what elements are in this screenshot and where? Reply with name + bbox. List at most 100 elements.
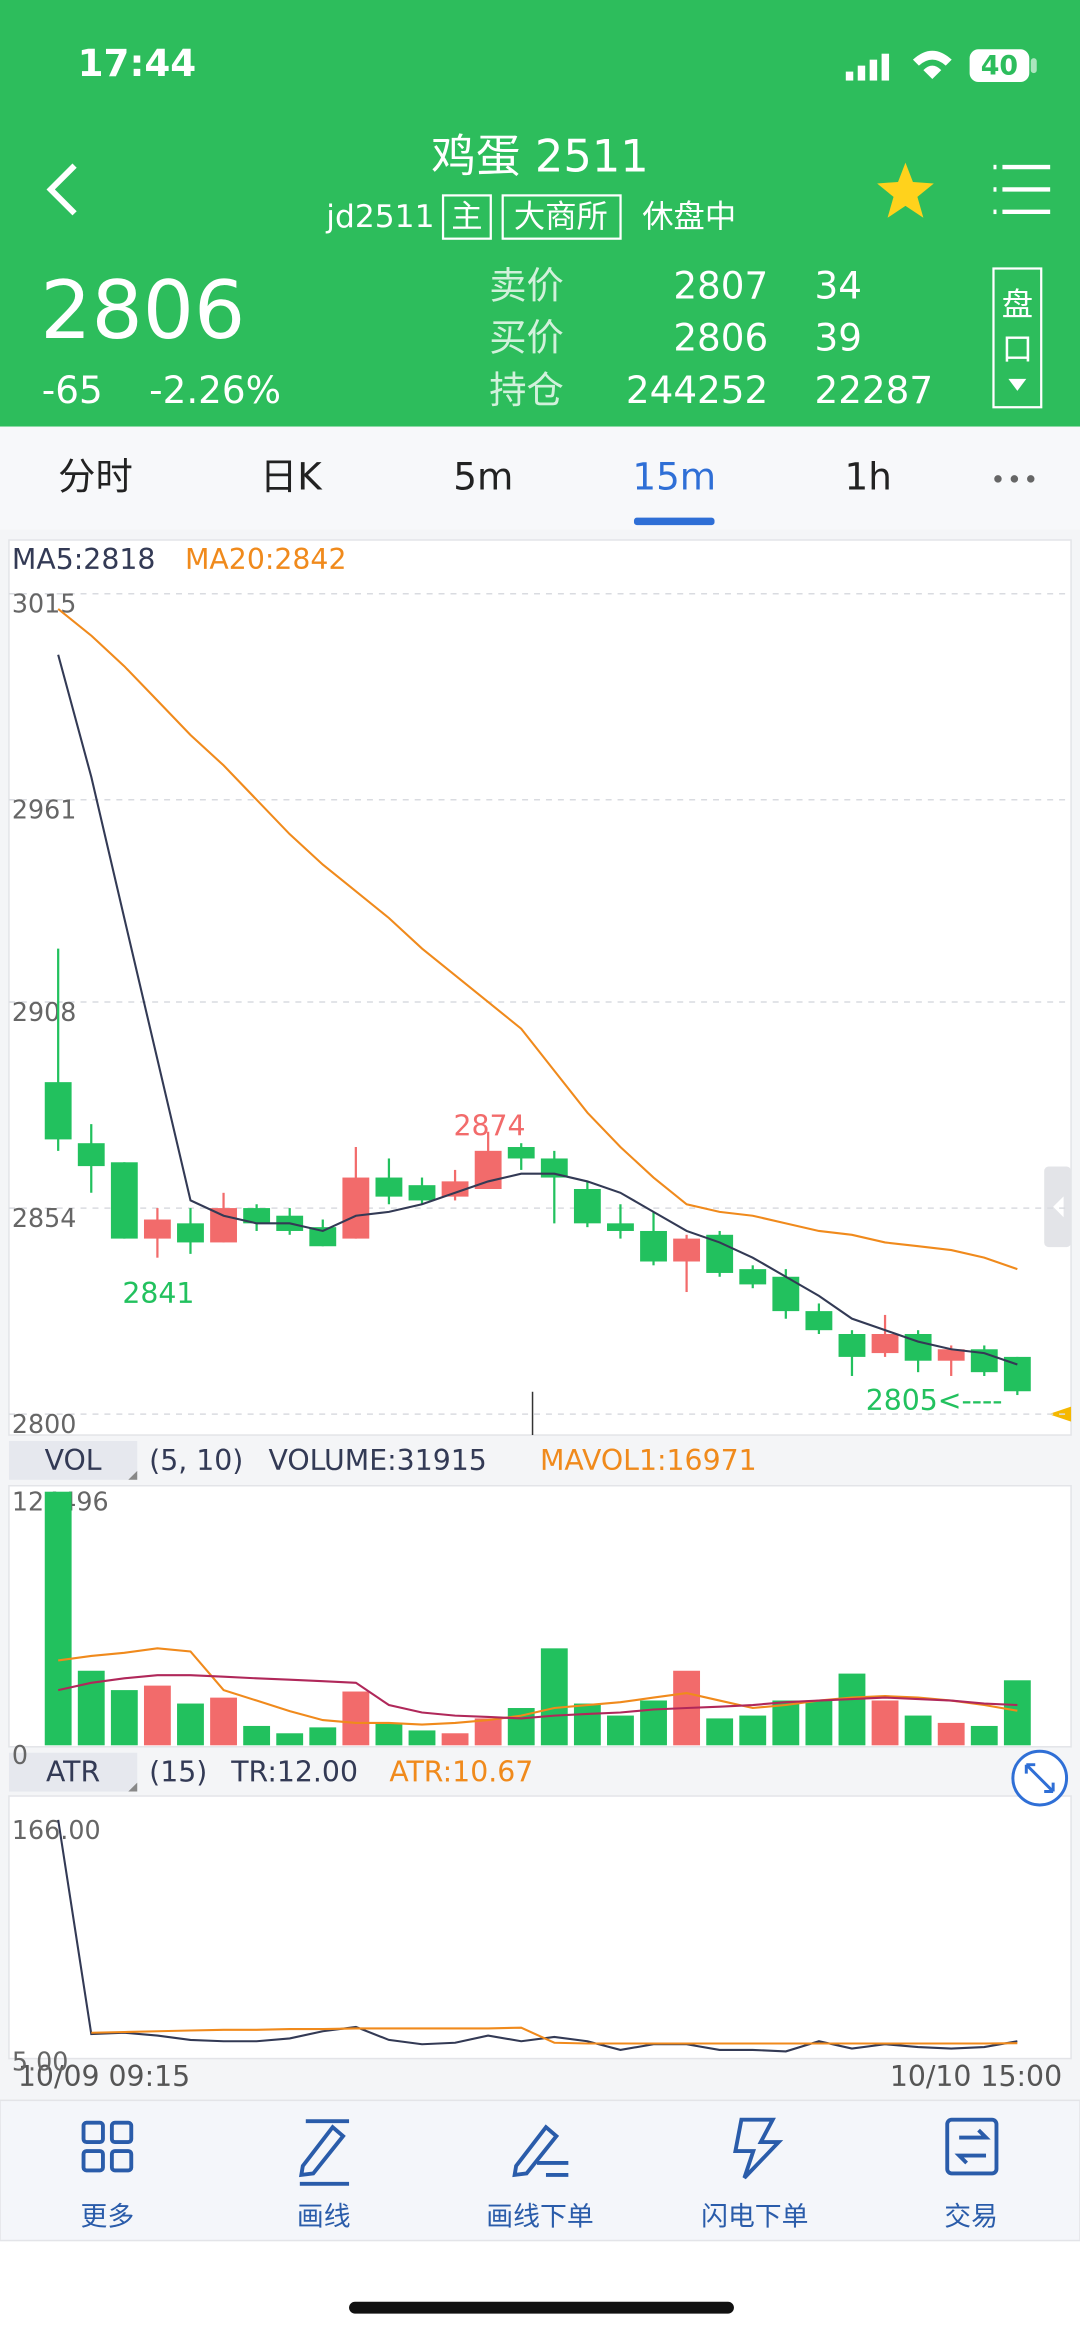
tab-underline (633, 517, 715, 526)
clock: 17:44 (78, 41, 197, 85)
price-panel (8, 539, 1072, 1436)
book-volume: 39 (814, 316, 861, 360)
candle-body (474, 1150, 502, 1189)
side-button-label: 盘 (1002, 287, 1033, 323)
nav-label[interactable]: 闪电下单 (701, 2202, 808, 2233)
header-bg (0, 0, 1080, 427)
y-tick-label: 2854 (12, 1203, 77, 1233)
volume-bar (276, 1733, 304, 1746)
volume-bar (772, 1700, 800, 1746)
back-button[interactable] (46, 163, 77, 216)
candle-body (573, 1188, 601, 1224)
indicator-tab[interactable] (8, 1440, 138, 1480)
y-tick-label: 0 (12, 1740, 28, 1770)
volume-bar (342, 1691, 370, 1746)
candle-body (77, 1143, 105, 1167)
nav-label[interactable]: 画线下单 (486, 2202, 593, 2233)
indicator-tab[interactable] (8, 1752, 138, 1792)
volume-bar (375, 1722, 403, 1746)
tab[interactable]: 15m (632, 454, 716, 498)
expand-icon (1024, 1763, 1055, 1794)
volume-bar (739, 1715, 767, 1746)
tab[interactable]: 分时 (58, 454, 133, 498)
tag: 大商所 (514, 199, 608, 235)
candle-body (937, 1349, 965, 1361)
y-tick-label: 166.00 (12, 1815, 101, 1845)
battery-level: 40 (981, 51, 1018, 82)
indicator-line (57, 1674, 1018, 1720)
volume-bar (573, 1703, 601, 1746)
y-tick-label: 2908 (12, 997, 77, 1027)
indicator-line (58, 1647, 1018, 1726)
candle-body (838, 1334, 866, 1357)
x-axis-label: 10/09 09:15 (18, 2060, 190, 2093)
y-tick-label: 2961 (12, 795, 77, 825)
candle-body (640, 1230, 667, 1262)
side-button[interactable] (992, 267, 1043, 409)
volume-bar (607, 1715, 634, 1746)
favorite-star[interactable] (877, 162, 934, 218)
tab[interactable]: 日K (260, 454, 323, 498)
candle-body (673, 1238, 701, 1262)
tab[interactable]: 1h (844, 454, 891, 498)
candle-body (706, 1234, 734, 1273)
volume-bar (408, 1730, 436, 1746)
legend-entry: MA5:2818 (12, 543, 155, 576)
legend-entry: VOLUME:31915 (269, 1444, 487, 1477)
title: 鸡蛋 2511 (431, 130, 649, 183)
legend-entry: MA20:2842 (185, 543, 347, 576)
volume-bar (937, 1722, 965, 1746)
book-label: 买价 (489, 316, 564, 360)
nav-label[interactable]: 更多 (81, 2202, 135, 2233)
volume-bar (1003, 1680, 1031, 1746)
y-tick-label: 3015 (12, 589, 77, 619)
volume-bar (805, 1700, 833, 1746)
candle-body (177, 1223, 204, 1243)
volume-bar (243, 1725, 271, 1746)
nav-icons (81, 2117, 999, 2186)
indicator-params: (5, 10) (149, 1444, 243, 1477)
candle-body (739, 1269, 767, 1285)
indicator-name: VOL (45, 1444, 102, 1477)
volume-bar (210, 1697, 237, 1746)
volume-bar (143, 1685, 171, 1746)
legend-entry: ATR:10.67 (389, 1756, 533, 1789)
annotation: 2874 (453, 1110, 525, 1143)
plots: 301529612908285428001244960166.005.00 (8, 589, 1072, 2076)
tab[interactable]: 5m (453, 454, 513, 498)
volume-bar (970, 1725, 998, 1746)
candle-body (507, 1147, 535, 1159)
volume-bar (640, 1700, 667, 1746)
more-tabs[interactable] (994, 475, 1035, 483)
nav-label[interactable]: 交易 (944, 2202, 998, 2233)
candle-body (408, 1185, 436, 1201)
bottom-nav (0, 2099, 1080, 2242)
candle-body (441, 1181, 469, 1197)
price-change: -65 (42, 368, 103, 412)
indicator-params: (15) (149, 1756, 207, 1789)
indicator-line (57, 608, 1018, 1271)
candle-body (143, 1219, 171, 1239)
volume-bar (474, 1718, 502, 1746)
volume-bar (44, 1491, 72, 1746)
wifi-icon (912, 50, 952, 80)
nav-labels: 更多 画线 画线下单 闪电下单 交易 (81, 2202, 998, 2233)
side-button-label: 口 (1002, 332, 1033, 368)
battery-icon (969, 49, 1030, 83)
book-volume: 34 (814, 263, 861, 307)
y-tick-label: 2800 (12, 1409, 77, 1439)
menu-button[interactable] (993, 164, 1051, 215)
tabs: 分时 日K 5m 15m 1h (58, 454, 892, 526)
nav-label[interactable]: 画线 (297, 2202, 351, 2233)
signal-icon (845, 53, 890, 81)
book-price: 244252 (626, 368, 768, 412)
legend-entry: TR:12.00 (230, 1756, 358, 1789)
candle-body (110, 1162, 138, 1239)
candle-body (871, 1334, 899, 1354)
atr-panel (8, 1795, 1072, 2060)
book-label: 持仓 (489, 368, 564, 412)
indicator-name: ATR (46, 1756, 100, 1789)
side-handle-arrow (1053, 1196, 1064, 1218)
